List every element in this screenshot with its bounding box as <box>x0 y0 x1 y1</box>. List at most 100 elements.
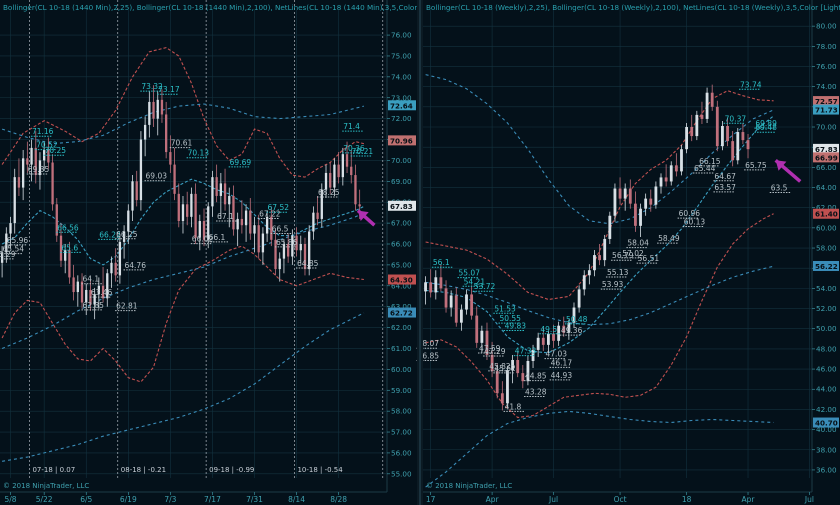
price-annotation: 50.48 <box>566 315 588 324</box>
candle-body <box>291 235 294 257</box>
price-annotation: 64.1 <box>82 275 99 284</box>
candle-body <box>299 244 302 251</box>
candle-body <box>424 282 427 292</box>
candle-body <box>341 154 344 178</box>
price-annotation: 67.52 <box>268 203 290 212</box>
candle-body <box>9 223 12 234</box>
price-annotation: 70.52 <box>36 141 58 150</box>
bollinger-mid-line <box>425 115 774 354</box>
candle-body <box>577 289 581 308</box>
price-tag <box>388 100 416 111</box>
y-tick-label: 74.00 <box>391 72 412 81</box>
price-annotation: 50.55 <box>499 314 521 323</box>
y-tick-label: 75.00 <box>391 51 412 60</box>
price-annotation: 47.59 <box>479 344 501 353</box>
candle-body <box>736 132 740 161</box>
candle-body <box>506 370 509 404</box>
price-annotation: 66.22 <box>99 230 121 239</box>
y-tick-label: 44.00 <box>816 385 837 394</box>
x-tick-label: 6/19 <box>120 495 137 504</box>
candle-body <box>700 114 704 119</box>
price-annotation: 65.29 <box>0 250 16 259</box>
candle-body <box>211 177 214 207</box>
candle-body <box>582 275 586 290</box>
price-annotation: 73.32 <box>141 82 163 91</box>
candle-body <box>480 330 484 343</box>
candle-body <box>485 330 489 355</box>
x-tick-label: 18 <box>682 495 692 504</box>
price-annotation: 60.96 <box>679 209 701 218</box>
price-annotation: 47.03 <box>546 350 568 359</box>
price-annotation: 58.04 <box>627 239 649 248</box>
candle-body <box>278 258 281 270</box>
right-plot-background <box>423 0 840 505</box>
price-annotation: 66.02 <box>192 235 214 244</box>
candle-body <box>76 281 79 293</box>
candle-body <box>64 250 67 261</box>
candle-body <box>308 231 311 270</box>
arrow-head <box>775 160 787 171</box>
candle-body <box>219 183 222 196</box>
candle-body <box>444 288 448 308</box>
price-tag <box>388 135 416 146</box>
x-tick-label: 7/3 <box>164 495 176 504</box>
y-tick-label: 76.00 <box>816 62 837 71</box>
price-annotation: 60.13 <box>684 218 706 227</box>
bollinger-slow-line <box>425 265 774 326</box>
y-tick-label: 46.00 <box>816 365 837 374</box>
price-annotation: 44.85 <box>525 372 547 381</box>
candle-body <box>475 315 479 343</box>
price-annotation: 62.81 <box>116 302 138 311</box>
price-tag-label: 72.57 <box>815 97 838 106</box>
candle-body <box>526 361 530 382</box>
candle-body <box>593 255 596 271</box>
price-annotation: 73.74 <box>740 80 762 89</box>
y-tick-label: 74.00 <box>816 82 837 91</box>
y-tick-label: 78.00 <box>816 42 837 51</box>
candle-body <box>685 127 689 150</box>
candle-body <box>236 218 239 230</box>
price-tag <box>813 104 839 115</box>
bollinger-slow-line <box>1 103 365 145</box>
candle-body <box>623 188 627 199</box>
candle-body <box>350 166 353 176</box>
y-tick-label: 48.00 <box>816 344 837 353</box>
candle-body <box>186 204 189 217</box>
price-tag <box>388 307 416 318</box>
y-tick-label: 40.00 <box>816 425 837 434</box>
price-annotation: 66.15 <box>699 157 721 166</box>
candle-body <box>139 139 143 201</box>
x-tick-label: 5/8 <box>4 495 16 504</box>
candle-body <box>329 172 332 188</box>
candle-body <box>320 189 323 219</box>
candle-body <box>618 188 622 199</box>
candle-body <box>567 322 571 333</box>
candle-body <box>303 244 307 270</box>
candle-body <box>282 244 286 259</box>
price-annotation: 64.85 <box>297 259 319 268</box>
price-annotation: 55.13 <box>607 268 629 277</box>
candle-body <box>80 281 84 303</box>
candle-body <box>97 285 101 295</box>
candle-body <box>721 125 724 147</box>
candle-body <box>587 270 591 276</box>
price-annotation: 58.49 <box>658 234 680 243</box>
price-tag <box>388 200 416 211</box>
price-annotation: 70.61 <box>171 139 193 148</box>
left-indicator-header: Bollinger(CL 10-18 (1440 Min),2,25), Bol… <box>3 3 431 12</box>
price-annotation: 69.35 <box>28 165 50 174</box>
candle-body <box>726 125 729 142</box>
x-tick-label: Jul <box>548 495 558 504</box>
candle-body <box>93 294 96 305</box>
candle-body <box>316 212 319 219</box>
candle-body <box>500 393 504 404</box>
left-plot-background <box>0 0 417 505</box>
y-tick-label: 57.00 <box>391 428 412 437</box>
price-annotation: 44.93 <box>551 371 573 380</box>
bollinger-band-line <box>425 213 774 419</box>
y-tick-label: 64.00 <box>391 281 412 290</box>
price-tag <box>813 96 839 107</box>
y-tick-label: 66.00 <box>816 163 837 172</box>
